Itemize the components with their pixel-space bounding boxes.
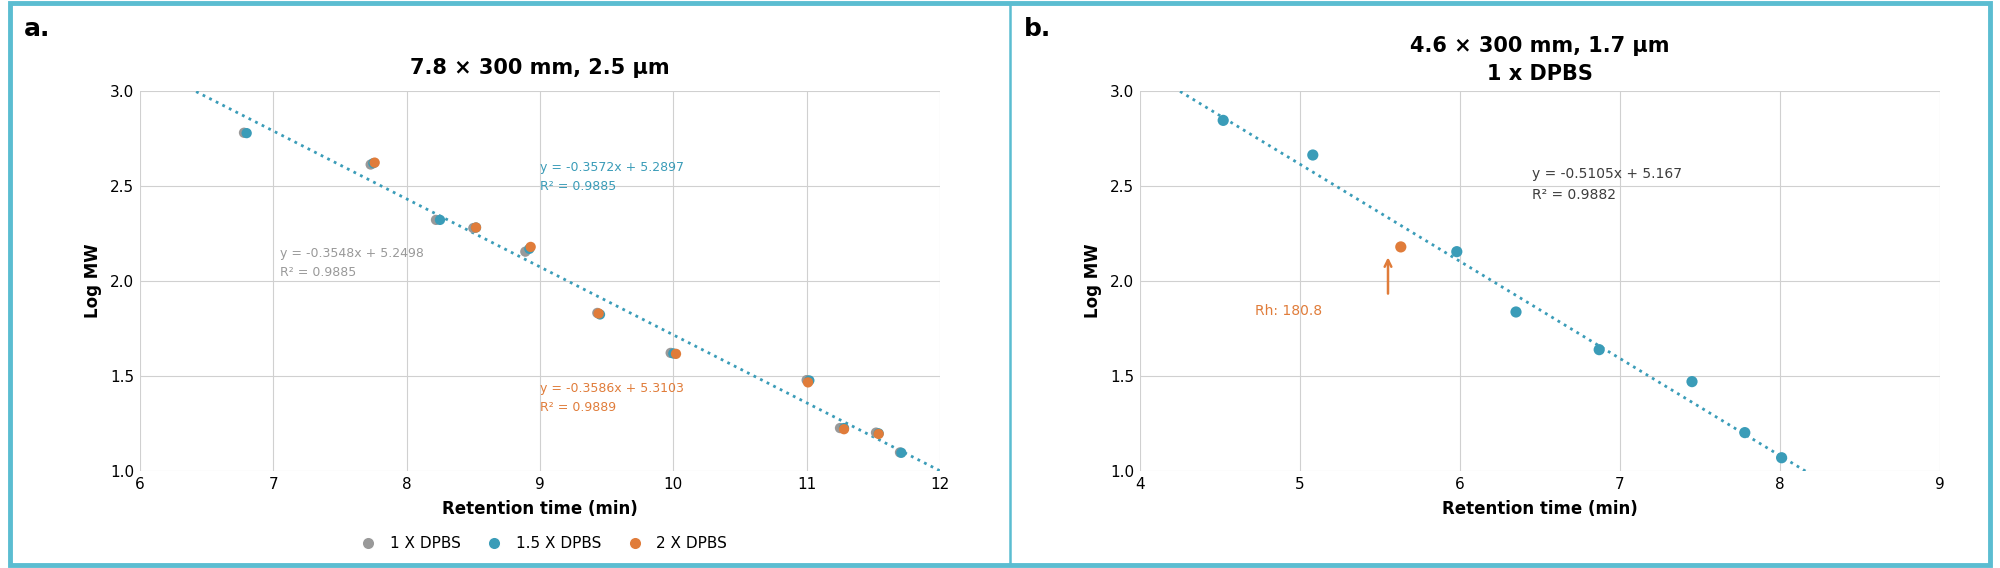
- Legend: 1 X DPBS, 1.5 X DPBS, 2 X DPBS: 1 X DPBS, 1.5 X DPBS, 2 X DPBS: [346, 531, 734, 558]
- Point: [230, 128, 262, 137]
- Point: [358, 158, 390, 168]
- Point: [860, 428, 892, 437]
- Point: [884, 448, 916, 457]
- Point: [1584, 345, 1616, 354]
- Text: y = -0.3548x + 5.2498
R² = 0.9885: y = -0.3548x + 5.2498 R² = 0.9885: [280, 247, 424, 279]
- Point: [1384, 243, 1416, 252]
- Point: [1500, 307, 1532, 316]
- Point: [660, 349, 692, 358]
- Point: [792, 378, 824, 387]
- Point: [582, 309, 614, 318]
- Point: [794, 376, 826, 385]
- Y-axis label: Log MW: Log MW: [84, 244, 102, 319]
- Point: [654, 348, 686, 357]
- Text: y = -0.3586x + 5.3103
R² = 0.9889: y = -0.3586x + 5.3103 R² = 0.9889: [540, 382, 684, 414]
- Point: [514, 243, 546, 252]
- Point: [828, 425, 860, 434]
- Text: b.: b.: [1024, 17, 1052, 41]
- X-axis label: Retention time (min): Retention time (min): [1442, 500, 1638, 519]
- X-axis label: Retention time (min): Retention time (min): [442, 500, 638, 519]
- Point: [828, 424, 860, 433]
- Point: [584, 310, 616, 319]
- Text: y = -0.5105x + 5.167
R² = 0.9882: y = -0.5105x + 5.167 R² = 0.9882: [1532, 167, 1682, 202]
- Point: [862, 429, 894, 438]
- Point: [1728, 428, 1760, 437]
- Point: [790, 375, 822, 385]
- Point: [1440, 247, 1472, 256]
- Point: [460, 223, 492, 232]
- Y-axis label: Log MW: Log MW: [1084, 244, 1102, 319]
- Title: 4.6 × 300 mm, 1.7 μm
1 x DPBS: 4.6 × 300 mm, 1.7 μm 1 x DPBS: [1410, 36, 1670, 83]
- Point: [658, 349, 690, 358]
- Point: [514, 244, 546, 253]
- Point: [510, 247, 542, 256]
- Point: [1208, 116, 1240, 125]
- Point: [354, 160, 386, 169]
- Point: [862, 429, 894, 438]
- Point: [824, 424, 856, 433]
- Point: [424, 215, 456, 224]
- Text: Rh: 180.8: Rh: 180.8: [1256, 304, 1322, 318]
- Point: [1296, 151, 1328, 160]
- Point: [460, 223, 492, 232]
- Point: [1676, 377, 1708, 386]
- Point: [886, 448, 918, 457]
- Point: [1766, 453, 1798, 462]
- Point: [358, 158, 390, 167]
- Text: a.: a.: [24, 17, 50, 41]
- Title: 7.8 × 300 mm, 2.5 μm: 7.8 × 300 mm, 2.5 μm: [410, 58, 670, 78]
- Point: [228, 128, 260, 137]
- Point: [458, 224, 490, 233]
- Point: [582, 308, 614, 318]
- Point: [420, 215, 452, 224]
- Text: y = -0.3572x + 5.2897
R² = 0.9885: y = -0.3572x + 5.2897 R² = 0.9885: [540, 161, 684, 193]
